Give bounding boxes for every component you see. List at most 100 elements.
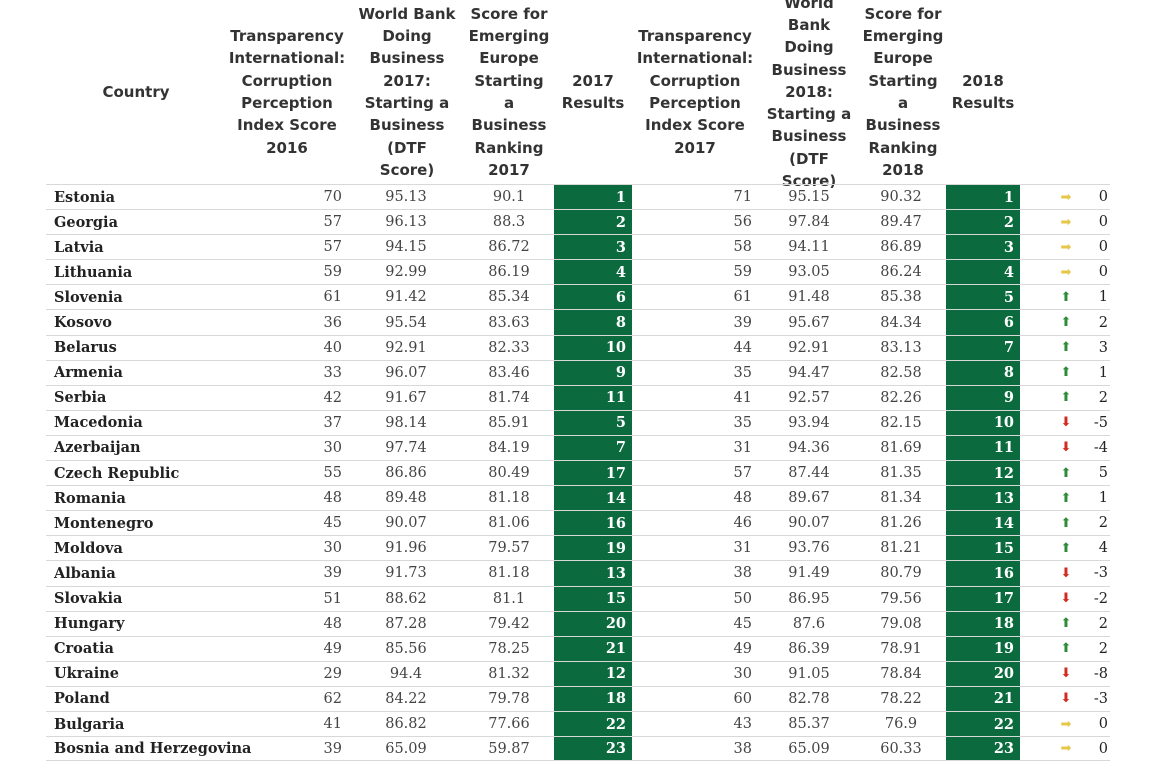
- cpi-2016-cell: 45: [323, 515, 342, 532]
- right-arrow-icon: ➡: [1060, 239, 1072, 255]
- rank-2018-cell: 11: [946, 435, 1020, 461]
- up-arrow-icon: ⬆: [1060, 515, 1072, 531]
- table-row: Slovakia 51 88.62 81.1 15 50 86.95 79.56 17 ⬇ -2: [46, 585, 1110, 611]
- cpi-2017-cell: 48: [733, 490, 752, 507]
- rank-change-value: -2: [1093, 590, 1108, 607]
- country-cell: Slovenia: [54, 288, 123, 306]
- rank-2018-cell: 17: [946, 586, 1020, 611]
- score-2017-cell: 90.1: [492, 189, 526, 206]
- cpi-2016-cell: 42: [323, 389, 342, 406]
- rank-2018-cell: 3: [946, 235, 1020, 260]
- cpi-2016-cell: 55: [323, 465, 342, 482]
- cpi-2017-cell: 30: [733, 665, 752, 682]
- up-arrow-icon: ⬆: [1060, 340, 1072, 356]
- up-arrow-icon: ⬆: [1060, 490, 1072, 506]
- wb-2018-cell: 89.67: [788, 490, 830, 507]
- score-2017-cell: 83.46: [488, 364, 530, 381]
- country-cell: Bulgaria: [54, 715, 125, 733]
- cpi-2017-cell: 31: [733, 540, 752, 557]
- table-row: Bulgaria 41 86.82 77.66 22 43 85.37 76.9 22 ➡ 0: [46, 710, 1110, 737]
- country-cell: Azerbaijan: [54, 439, 141, 457]
- rank-2017-cell: 8: [554, 310, 632, 335]
- rank-2018-cell: 15: [946, 536, 1020, 561]
- wb-2018-cell: 94.47: [788, 364, 830, 381]
- cpi-2017-cell: 43: [733, 716, 752, 733]
- score-2018-cell: 81.69: [880, 439, 922, 456]
- country-cell: Georgia: [54, 213, 118, 231]
- cpi-2016-cell: 51: [323, 590, 342, 607]
- table-row: Czech Republic 55 86.86 80.49 17 57 87.44 81.35…: [46, 460, 1110, 486]
- wb-2017-cell: 95.54: [385, 314, 427, 331]
- table-row: Moldova 30 91.96 79.57 19 31 93.76 81.21 15 ⬆ 4: [46, 535, 1110, 561]
- header-cpi-2016: Transparency International: Corruption P…: [228, 27, 346, 157]
- country-cell: Moldova: [54, 539, 123, 557]
- up-arrow-icon: ⬆: [1060, 365, 1072, 381]
- wb-2017-cell: 98.14: [385, 414, 427, 431]
- table-row: Kosovo 36 95.54 83.63 8 39 95.67 84.34 6 ⬆ 2: [46, 309, 1110, 335]
- score-2017-cell: 85.91: [488, 414, 530, 431]
- rank-2018-cell: 16: [946, 561, 1020, 586]
- wb-2017-cell: 92.99: [385, 264, 427, 281]
- cpi-2016-cell: 62: [323, 690, 342, 707]
- rank-2017-cell: 3: [554, 235, 632, 260]
- country-cell: Armenia: [54, 364, 123, 382]
- rank-2018-cell: 4: [946, 260, 1020, 285]
- up-arrow-icon: ⬆: [1060, 616, 1072, 632]
- rank-change-value: -8: [1093, 665, 1108, 682]
- country-cell: Bosnia and Herzegovina: [54, 740, 252, 758]
- rank-2017-cell: 2: [554, 210, 632, 235]
- cpi-2016-cell: 70: [323, 189, 342, 206]
- right-arrow-icon: ➡: [1060, 741, 1072, 757]
- score-2018-cell: 60.33: [880, 740, 922, 757]
- score-2018-cell: 85.38: [880, 289, 922, 306]
- wb-2017-cell: 85.56: [385, 640, 427, 657]
- country-cell: Montenegro: [54, 514, 154, 532]
- score-2017-cell: 81.18: [488, 565, 530, 582]
- cpi-2016-cell: 33: [323, 364, 342, 381]
- up-arrow-icon: ⬆: [1060, 315, 1072, 331]
- wb-2018-cell: 95.67: [788, 314, 830, 331]
- wb-2018-cell: 92.91: [788, 339, 830, 356]
- score-2017-cell: 79.78: [488, 690, 530, 707]
- cpi-2017-cell: 46: [733, 515, 752, 532]
- table-row: Bosnia and Herzegovina 39 65.09 59.87 23 38 65…: [46, 736, 1110, 762]
- cpi-2017-cell: 38: [733, 565, 752, 582]
- score-2017-cell: 81.06: [488, 515, 530, 532]
- rank-2018-cell: 22: [946, 711, 1020, 737]
- rank-2018-cell: 2: [946, 210, 1020, 235]
- wb-2018-cell: 93.94: [788, 414, 830, 431]
- table-row: Belarus 40 92.91 82.33 10 44 92.91 83.13 7 ⬆ 3: [46, 334, 1110, 360]
- right-arrow-icon: ➡: [1060, 716, 1072, 732]
- score-2017-cell: 82.33: [488, 339, 530, 356]
- up-arrow-icon: ⬆: [1060, 289, 1072, 305]
- rank-2017-cell: 15: [554, 586, 632, 611]
- cpi-2017-cell: 49: [733, 640, 752, 657]
- wb-2018-cell: 82.78: [788, 690, 830, 707]
- score-2017-cell: 88.3: [492, 214, 526, 231]
- rank-change-value: 4: [1098, 540, 1108, 557]
- rank-2017-cell: 21: [554, 636, 632, 661]
- cpi-2017-cell: 38: [733, 740, 752, 757]
- country-cell: Poland: [54, 690, 110, 708]
- rank-change-value: -3: [1093, 565, 1108, 582]
- cpi-2017-cell: 35: [733, 364, 752, 381]
- rank-change-value: 1: [1098, 490, 1108, 507]
- score-2018-cell: 89.47: [880, 214, 922, 231]
- wb-2018-cell: 93.05: [788, 264, 830, 281]
- cpi-2016-cell: 59: [323, 264, 342, 281]
- table-row: Montenegro 45 90.07 81.06 16 46 90.07 81.26 14 ⬆ 2: [46, 510, 1110, 536]
- table-row: Latvia 57 94.15 86.72 3 58 94.11 86.89 3 ➡ 0: [46, 234, 1110, 260]
- score-2018-cell: 83.13: [880, 339, 922, 356]
- wb-2017-cell: 91.42: [385, 289, 427, 306]
- cpi-2016-cell: 57: [323, 239, 342, 256]
- rank-change-value: -5: [1093, 414, 1108, 431]
- header-wb-2017: World Bank Doing Business 2017: Starting…: [358, 4, 456, 179]
- cpi-2016-cell: 48: [323, 615, 342, 632]
- score-2018-cell: 81.21: [880, 540, 922, 557]
- score-2018-cell: 76.9: [884, 716, 918, 733]
- table-row: Poland 62 84.22 79.78 18 60 82.78 78.22 21 ⬇ -3: [46, 685, 1110, 711]
- rank-change-value: 0: [1098, 264, 1108, 281]
- rank-2017-cell: 6: [554, 285, 632, 310]
- rank-2017-cell: 9: [554, 360, 632, 385]
- score-2017-cell: 86.19: [488, 264, 530, 281]
